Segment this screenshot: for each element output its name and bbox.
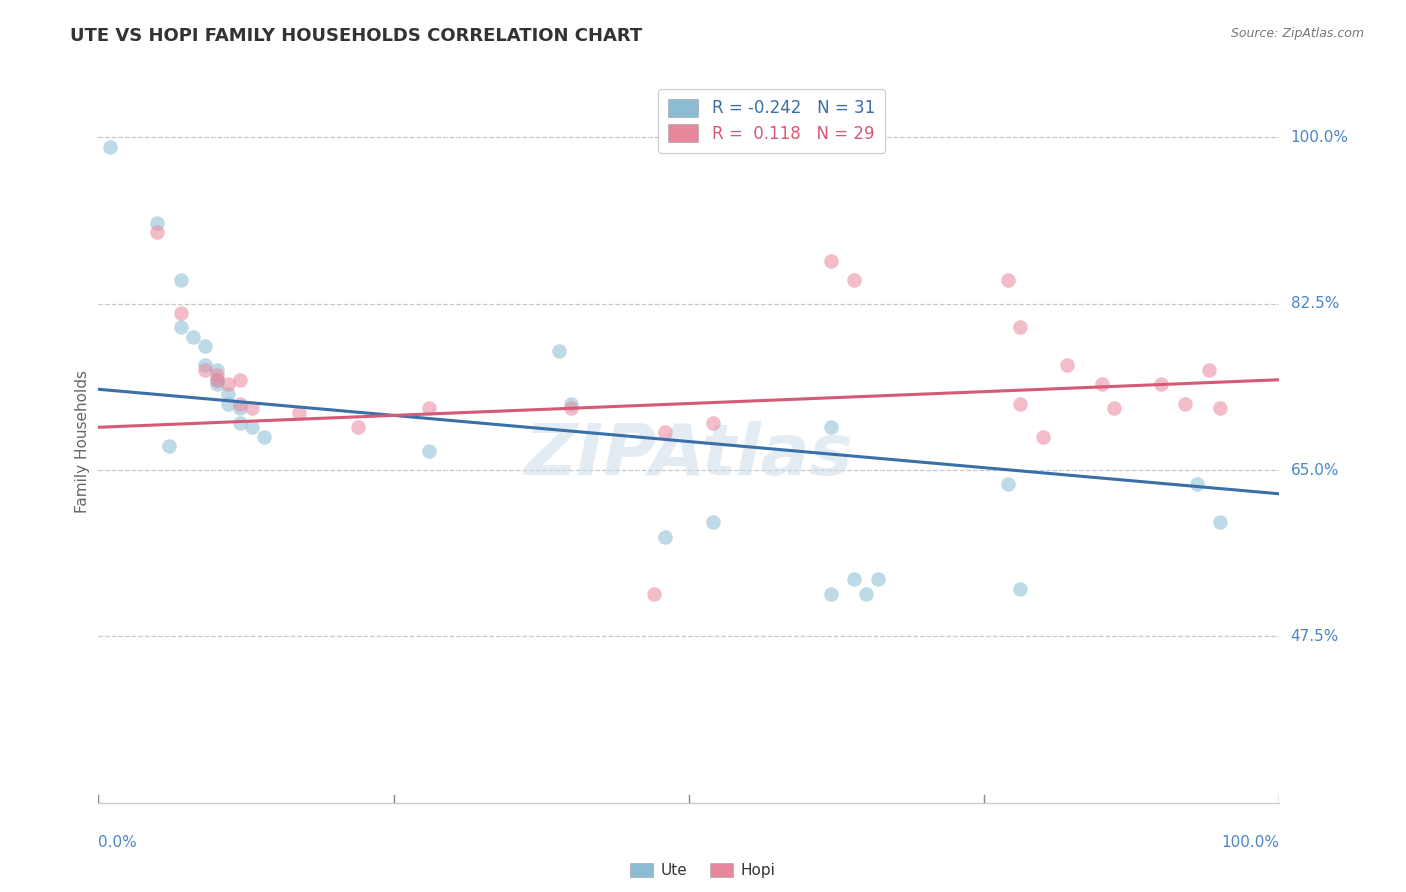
Point bbox=[240, 401, 263, 416]
Point bbox=[1008, 582, 1031, 596]
Point bbox=[702, 416, 724, 430]
Point bbox=[997, 477, 1019, 491]
Point bbox=[229, 373, 252, 387]
Point bbox=[1209, 401, 1232, 416]
Text: 100.0%: 100.0% bbox=[1222, 835, 1279, 850]
Point bbox=[194, 359, 217, 373]
Point bbox=[702, 516, 724, 530]
Point bbox=[157, 439, 180, 453]
Point bbox=[844, 573, 866, 587]
Point bbox=[560, 396, 582, 410]
Point bbox=[1185, 477, 1208, 491]
Point bbox=[240, 420, 263, 434]
Point bbox=[855, 587, 877, 601]
Point bbox=[1032, 430, 1054, 444]
Point bbox=[170, 306, 193, 320]
Point bbox=[548, 344, 571, 359]
Point bbox=[288, 406, 311, 420]
Point bbox=[170, 320, 193, 334]
Text: 82.5%: 82.5% bbox=[1291, 296, 1339, 311]
Point bbox=[560, 401, 582, 416]
Point bbox=[1091, 377, 1114, 392]
Point bbox=[1008, 320, 1031, 334]
Point bbox=[643, 587, 665, 601]
Legend: R = -0.242   N = 31, R =  0.118   N = 29: R = -0.242 N = 31, R = 0.118 N = 29 bbox=[658, 88, 884, 153]
Point bbox=[418, 444, 440, 458]
Point bbox=[820, 253, 842, 268]
Legend: Ute, Hopi: Ute, Hopi bbox=[624, 857, 782, 884]
Text: 100.0%: 100.0% bbox=[1291, 130, 1348, 145]
Point bbox=[997, 273, 1019, 287]
Point bbox=[1209, 516, 1232, 530]
Text: ZIPAtlas: ZIPAtlas bbox=[524, 422, 853, 491]
Point bbox=[194, 363, 217, 377]
Text: 0.0%: 0.0% bbox=[98, 835, 138, 850]
Point bbox=[1008, 396, 1031, 410]
Point bbox=[205, 373, 228, 387]
Point bbox=[170, 273, 193, 287]
Point bbox=[654, 530, 676, 544]
Point bbox=[1150, 377, 1173, 392]
Text: 47.5%: 47.5% bbox=[1291, 629, 1339, 644]
Point bbox=[229, 396, 252, 410]
Point bbox=[418, 401, 440, 416]
Point bbox=[205, 373, 228, 387]
Y-axis label: Family Households: Family Households bbox=[75, 370, 90, 513]
Point bbox=[217, 377, 239, 392]
Point bbox=[217, 396, 239, 410]
Point bbox=[205, 368, 228, 382]
Text: 65.0%: 65.0% bbox=[1291, 463, 1339, 477]
Point bbox=[1102, 401, 1125, 416]
Point bbox=[1174, 396, 1197, 410]
Point bbox=[194, 339, 217, 353]
Point bbox=[146, 216, 169, 230]
Point bbox=[866, 573, 889, 587]
Text: Source: ZipAtlas.com: Source: ZipAtlas.com bbox=[1230, 27, 1364, 40]
Point bbox=[205, 377, 228, 392]
Point bbox=[181, 330, 204, 344]
Point bbox=[253, 430, 276, 444]
Point bbox=[820, 420, 842, 434]
Point bbox=[654, 425, 676, 439]
Text: UTE VS HOPI FAMILY HOUSEHOLDS CORRELATION CHART: UTE VS HOPI FAMILY HOUSEHOLDS CORRELATIO… bbox=[70, 27, 643, 45]
Point bbox=[820, 587, 842, 601]
Point bbox=[146, 226, 169, 240]
Point bbox=[217, 387, 239, 401]
Point bbox=[205, 363, 228, 377]
Point bbox=[347, 420, 370, 434]
Point bbox=[1056, 359, 1078, 373]
Point bbox=[1198, 363, 1220, 377]
Point bbox=[229, 416, 252, 430]
Point bbox=[844, 273, 866, 287]
Point bbox=[98, 140, 121, 154]
Point bbox=[229, 401, 252, 416]
